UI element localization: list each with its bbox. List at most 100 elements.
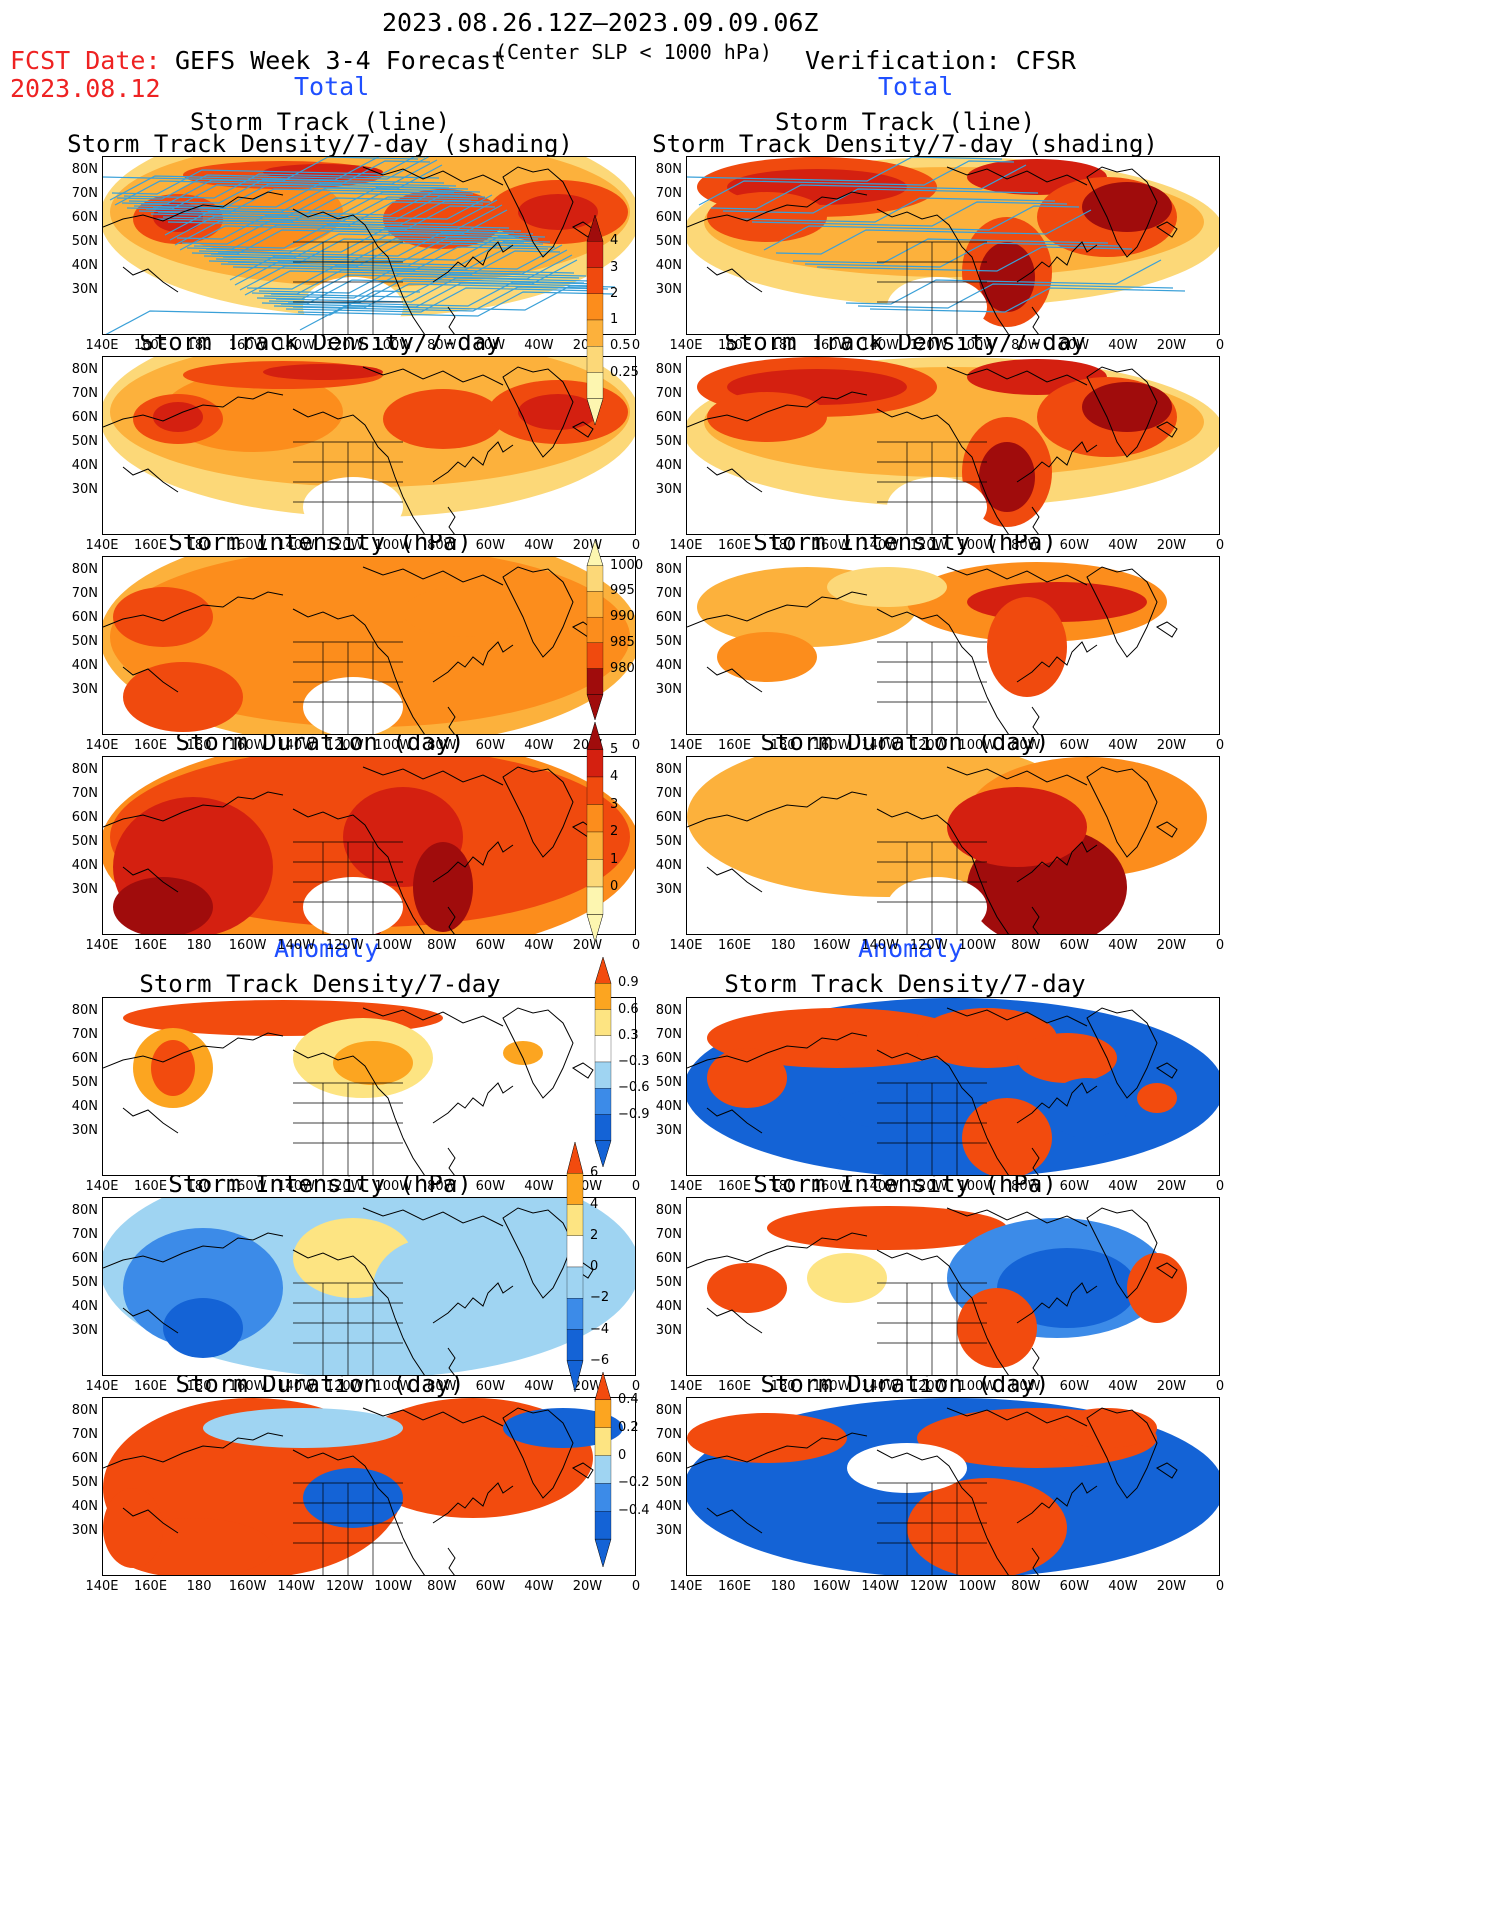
colorbar-label: 980 bbox=[610, 660, 635, 676]
center-note: (Center SLP < 1000 hPa) bbox=[495, 40, 772, 64]
coastline bbox=[1031, 1347, 1040, 1375]
coastline bbox=[946, 1207, 1088, 1227]
lon-tick-label: 40W bbox=[1108, 1579, 1138, 1594]
lon-tick-label: 100W bbox=[374, 1579, 413, 1594]
lat-tick-label: 50N bbox=[71, 1275, 98, 1290]
shaded-region bbox=[707, 392, 827, 442]
coastline bbox=[362, 566, 504, 586]
lon-tick-label: 40W bbox=[524, 938, 554, 953]
colorbar-swatch bbox=[594, 983, 612, 1010]
colorbar-swatch bbox=[586, 642, 604, 669]
lat-tick-label: 60N bbox=[655, 810, 682, 825]
colorbar-swatch bbox=[586, 372, 604, 399]
lon-tick-label: 180 bbox=[770, 538, 796, 553]
colorbar-swatch bbox=[594, 1427, 612, 1456]
lon-tick-label: 40W bbox=[524, 738, 554, 753]
lat-tick-label: 70N bbox=[71, 186, 98, 201]
storm-track-line bbox=[698, 160, 1015, 206]
storm-track-line bbox=[164, 190, 481, 236]
coastline bbox=[687, 591, 868, 628]
shaded-region bbox=[303, 477, 403, 534]
lon-tick-label: 80W bbox=[427, 1379, 457, 1394]
coastline bbox=[402, 696, 425, 734]
lat-tick-label: 80N bbox=[655, 762, 682, 777]
storm-track-line bbox=[297, 291, 614, 317]
lat-tick-label: 30N bbox=[655, 282, 682, 297]
panel-title: Storm Track (line) bbox=[774, 108, 1036, 136]
coastline bbox=[447, 506, 456, 534]
panel-title: Storm Track (line) bbox=[189, 108, 451, 136]
colorbar-label: 4 bbox=[610, 233, 619, 249]
lon-tick-label: 80W bbox=[427, 338, 457, 353]
colorbar-label: 0.9 bbox=[618, 975, 639, 991]
shaded-region bbox=[987, 597, 1067, 697]
coastline bbox=[1086, 1007, 1158, 1099]
lat-tick-label: 70N bbox=[655, 1427, 682, 1442]
map-canvas bbox=[103, 757, 635, 934]
coastline bbox=[1031, 706, 1040, 734]
coastline bbox=[1086, 1207, 1158, 1299]
lon-tick-label: 160W bbox=[228, 538, 267, 553]
coastline bbox=[946, 1407, 1088, 1427]
total-tot_dens_o-map bbox=[686, 156, 1220, 335]
lat-tick-label: 80N bbox=[71, 1203, 98, 1218]
lon-tick-label: 40W bbox=[524, 538, 554, 553]
colorbar-duration_anom bbox=[594, 1371, 612, 1571]
lon-tick-label: 80W bbox=[1011, 1379, 1041, 1394]
coastline bbox=[402, 896, 425, 934]
lon-tick-label: 120W bbox=[909, 1579, 948, 1594]
coastline bbox=[687, 1232, 868, 1269]
shaded-region bbox=[151, 1040, 195, 1096]
lon-tick-label: 180 bbox=[186, 1379, 212, 1394]
map-canvas bbox=[687, 357, 1219, 534]
colorbar-label: 1 bbox=[610, 312, 619, 327]
lon-tick-label: 140E bbox=[669, 338, 703, 353]
map-canvas bbox=[687, 998, 1219, 1175]
lon-tick-label: 140E bbox=[85, 338, 119, 353]
coastline bbox=[402, 1337, 425, 1375]
lon-tick-label: 120W bbox=[909, 938, 948, 953]
colorbar-label: 0.25 bbox=[610, 364, 639, 380]
coastline bbox=[687, 391, 868, 428]
colorbar-label: 0.2 bbox=[618, 1419, 639, 1435]
shaded-region bbox=[887, 677, 987, 734]
colorbar-label: 4 bbox=[610, 769, 619, 784]
lon-tick-label: 100W bbox=[958, 738, 997, 753]
coastline bbox=[362, 766, 504, 786]
coastline bbox=[1156, 821, 1178, 838]
lon-tick-label: 120W bbox=[325, 1579, 364, 1594]
colorbar-label: 2 bbox=[610, 824, 619, 839]
colorbar-swatch bbox=[594, 1511, 612, 1540]
colorbar-label: 5 bbox=[610, 741, 619, 757]
coastline bbox=[103, 191, 284, 228]
map-canvas bbox=[687, 157, 1219, 334]
lon-tick-label: 180 bbox=[186, 738, 212, 753]
coastline bbox=[1016, 1482, 1098, 1524]
lon-tick-label: 120W bbox=[325, 938, 364, 953]
colorbar-intensity_anom bbox=[566, 1141, 584, 1396]
lon-tick-label: 140W bbox=[861, 938, 899, 953]
anomaly-label-right: Anomaly bbox=[858, 934, 964, 963]
lat-tick-label: 70N bbox=[655, 1227, 682, 1242]
map-canvas bbox=[103, 1398, 635, 1575]
anomaly-an_dens_o-map bbox=[686, 997, 1220, 1176]
lon-tick-label: 20W bbox=[1156, 1579, 1187, 1594]
colorbar-label: 990 bbox=[610, 609, 635, 625]
lon-tick-label: 160E bbox=[718, 338, 752, 353]
lat-tick-label: 40N bbox=[71, 858, 98, 873]
storm-track-line bbox=[857, 283, 1174, 309]
lon-tick-label: 100W bbox=[958, 938, 997, 953]
state-borders bbox=[293, 1482, 403, 1575]
state-borders bbox=[877, 1282, 987, 1375]
lat-tick-label: 70N bbox=[655, 386, 682, 401]
storm-track-line bbox=[105, 290, 421, 334]
lon-tick-label: 0 bbox=[631, 1579, 641, 1594]
lat-tick-label: 50N bbox=[655, 1075, 682, 1090]
shaded-region bbox=[203, 1408, 403, 1448]
lon-tick-label: 80W bbox=[427, 738, 457, 753]
coastline bbox=[362, 366, 504, 386]
coastline bbox=[986, 1137, 1009, 1175]
colorbar-label: 1 bbox=[610, 851, 619, 867]
state-borders bbox=[293, 841, 403, 934]
storm-track-line bbox=[710, 164, 1027, 210]
